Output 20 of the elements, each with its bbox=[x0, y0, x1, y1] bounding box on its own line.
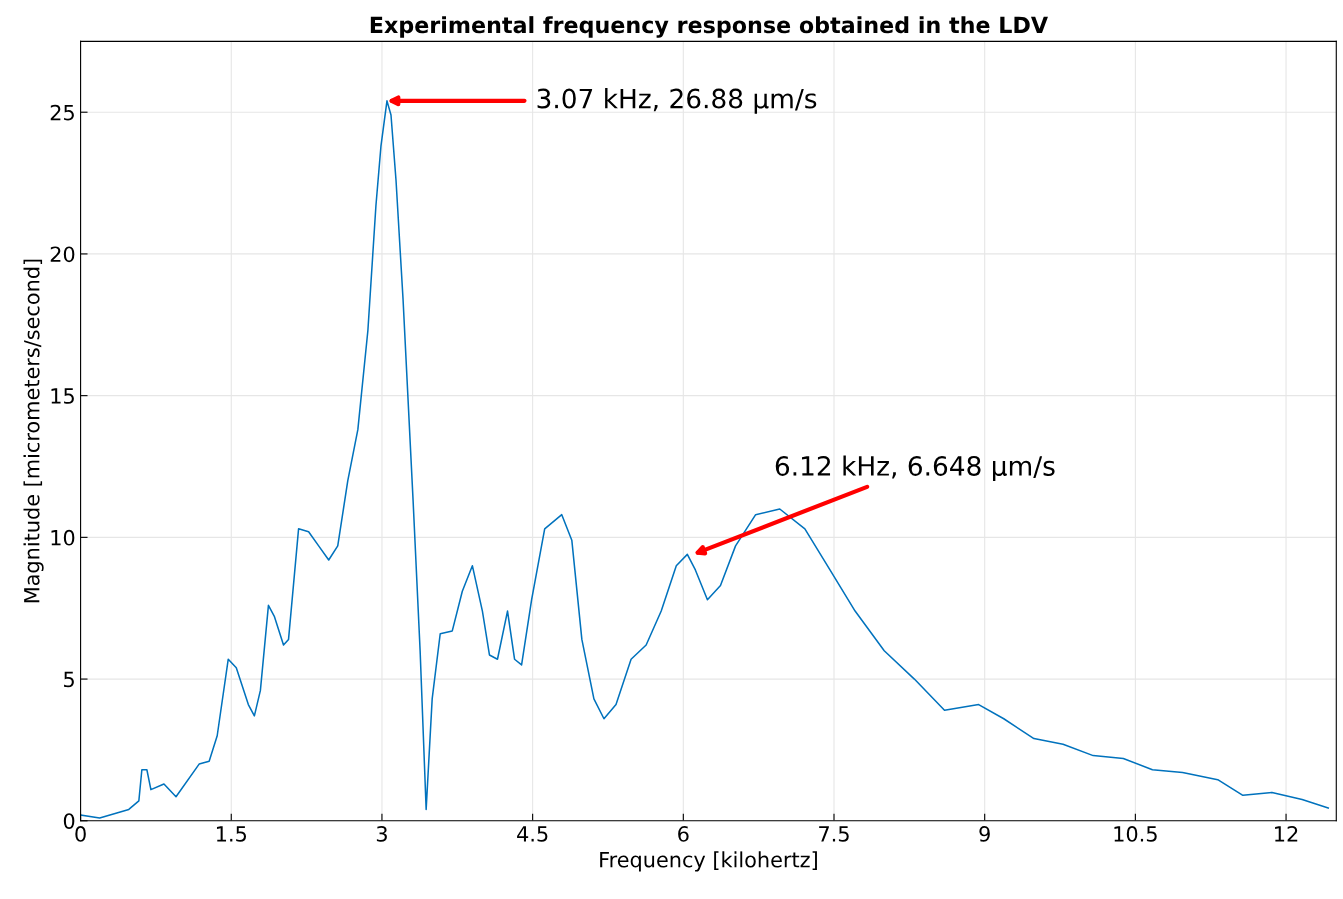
x-tick-label: 1.5 bbox=[216, 826, 247, 842]
y-tick-label: 5 bbox=[64, 671, 74, 688]
x-tick-label: 12 bbox=[1275, 826, 1298, 842]
x-tick-label: 0 bbox=[75, 826, 86, 842]
y-tick-label: 20 bbox=[50, 246, 75, 263]
annotation: 3.07 kHz, 26.88 μm/s bbox=[537, 88, 817, 114]
y-axis-title: Magnitude [micrometers/second] bbox=[23, 259, 44, 603]
x-tick-label: 9 bbox=[979, 826, 990, 842]
y-tick-label: 10 bbox=[51, 529, 75, 546]
x-tick-label: 6 bbox=[678, 826, 689, 842]
annotation: 6.12 kHz, 6.648 μm/s bbox=[775, 455, 1055, 482]
x-tick-label: 3 bbox=[376, 826, 387, 842]
chart-title: Experimental frequency response obtained in the LDV bbox=[370, 16, 1048, 38]
y-tick-label: 0 bbox=[63, 813, 75, 829]
y-tick-label: 15 bbox=[51, 388, 74, 404]
y-tick-label: 25 bbox=[50, 104, 74, 121]
x-axis-title: Frequency [kilohertz] bbox=[600, 851, 817, 872]
x-tick-label: 7.5 bbox=[819, 826, 849, 842]
x-tick-label: 4.5 bbox=[517, 826, 548, 842]
x-tick-label: 10.5 bbox=[1114, 826, 1157, 842]
